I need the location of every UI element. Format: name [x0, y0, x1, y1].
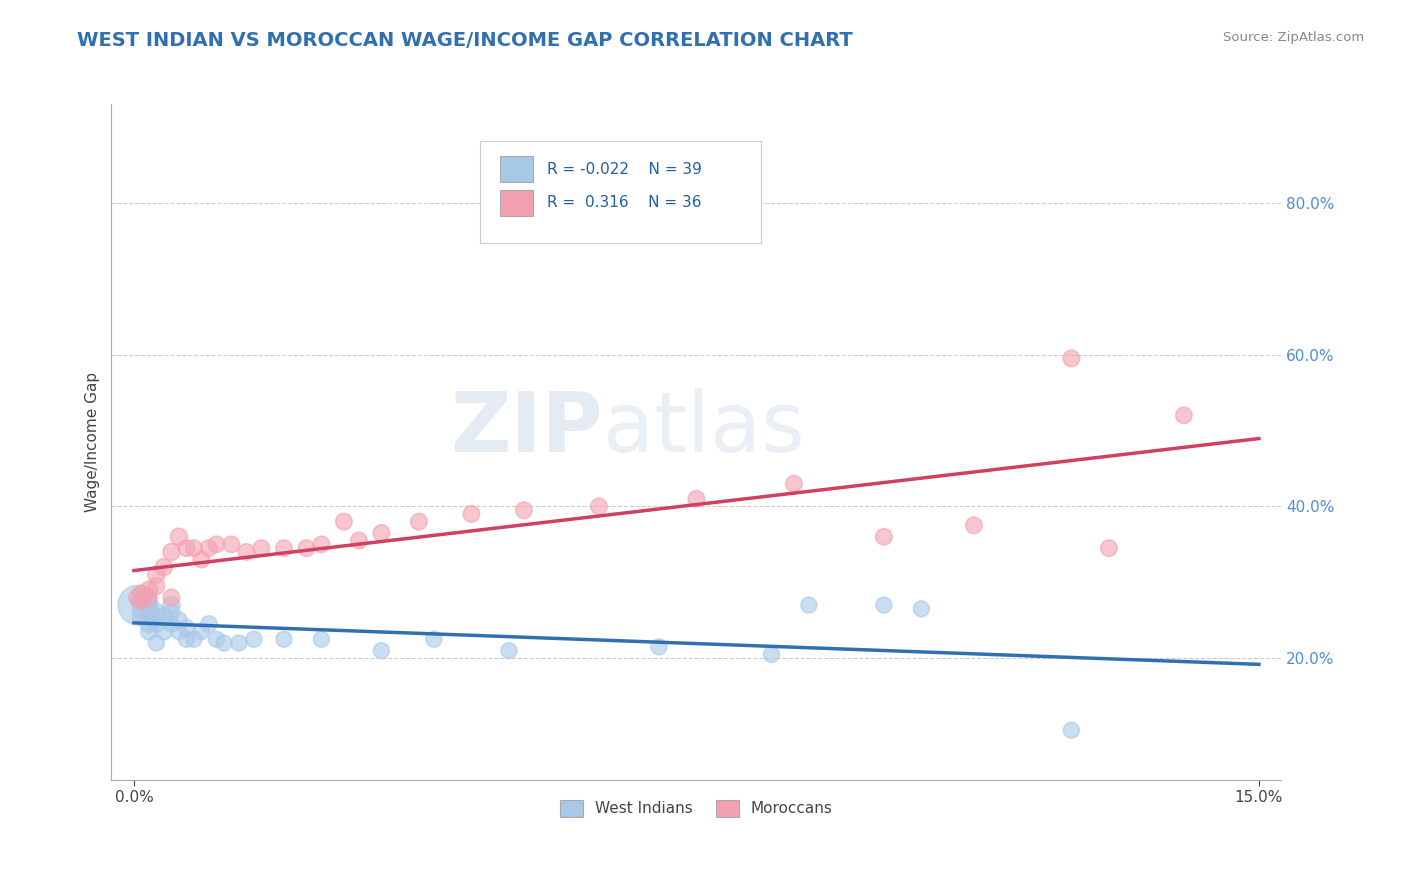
- Point: [153, 624, 176, 639]
- Point: [176, 621, 198, 635]
- Text: R = -0.022    N = 39: R = -0.022 N = 39: [547, 161, 702, 177]
- Point: [235, 545, 257, 559]
- Point: [797, 598, 820, 612]
- Point: [311, 537, 333, 551]
- Point: [783, 476, 806, 491]
- Point: [145, 567, 167, 582]
- Point: [588, 500, 610, 514]
- Point: [167, 624, 190, 639]
- Point: [333, 515, 356, 529]
- Point: [131, 587, 153, 601]
- Point: [460, 507, 482, 521]
- Point: [160, 606, 183, 620]
- Point: [131, 609, 153, 624]
- Point: [1060, 723, 1083, 738]
- Point: [127, 598, 149, 612]
- Legend: West Indians, Moroccans: West Indians, Moroccans: [554, 794, 839, 822]
- Point: [205, 632, 228, 647]
- Text: ZIP: ZIP: [450, 388, 603, 469]
- Point: [347, 533, 370, 548]
- Point: [273, 541, 295, 556]
- Point: [910, 602, 932, 616]
- Point: [190, 624, 212, 639]
- FancyBboxPatch shape: [501, 156, 533, 182]
- Point: [1098, 541, 1121, 556]
- Point: [295, 541, 318, 556]
- Point: [370, 525, 392, 540]
- Point: [648, 640, 671, 654]
- Point: [138, 598, 160, 612]
- Point: [212, 636, 235, 650]
- Point: [176, 632, 198, 647]
- Point: [183, 632, 205, 647]
- Point: [273, 632, 295, 647]
- Point: [685, 491, 707, 506]
- Point: [311, 632, 333, 647]
- Point: [138, 591, 160, 605]
- Point: [176, 541, 198, 556]
- Point: [873, 530, 896, 544]
- Point: [131, 594, 153, 608]
- Point: [160, 545, 183, 559]
- Text: atlas: atlas: [603, 388, 804, 469]
- Point: [145, 636, 167, 650]
- Point: [145, 609, 167, 624]
- Point: [370, 643, 392, 657]
- FancyBboxPatch shape: [479, 141, 761, 243]
- Point: [513, 503, 536, 517]
- Point: [160, 598, 183, 612]
- Point: [221, 537, 243, 551]
- Point: [160, 617, 183, 632]
- Point: [250, 541, 273, 556]
- Point: [131, 594, 153, 608]
- Point: [1060, 351, 1083, 366]
- Point: [160, 591, 183, 605]
- Point: [205, 537, 228, 551]
- Point: [228, 636, 250, 650]
- Point: [145, 579, 167, 593]
- Point: [145, 617, 167, 632]
- Point: [138, 617, 160, 632]
- Point: [873, 598, 896, 612]
- FancyBboxPatch shape: [501, 190, 533, 216]
- Text: WEST INDIAN VS MOROCCAN WAGE/INCOME GAP CORRELATION CHART: WEST INDIAN VS MOROCCAN WAGE/INCOME GAP …: [77, 31, 853, 50]
- Point: [198, 541, 221, 556]
- Point: [138, 582, 160, 597]
- Point: [167, 530, 190, 544]
- Point: [190, 552, 212, 566]
- Point: [131, 602, 153, 616]
- Point: [183, 541, 205, 556]
- Point: [145, 606, 167, 620]
- Point: [138, 606, 160, 620]
- Point: [153, 609, 176, 624]
- Y-axis label: Wage/Income Gap: Wage/Income Gap: [86, 372, 100, 512]
- Point: [138, 624, 160, 639]
- Point: [1173, 409, 1195, 423]
- Point: [498, 643, 520, 657]
- Point: [408, 515, 430, 529]
- Point: [761, 648, 783, 662]
- Text: R =  0.316    N = 36: R = 0.316 N = 36: [547, 195, 702, 211]
- Text: Source: ZipAtlas.com: Source: ZipAtlas.com: [1223, 31, 1364, 45]
- Point: [127, 591, 149, 605]
- Point: [153, 560, 176, 574]
- Point: [167, 613, 190, 627]
- Point: [423, 632, 446, 647]
- Point: [198, 617, 221, 632]
- Point: [243, 632, 266, 647]
- Point: [963, 518, 986, 533]
